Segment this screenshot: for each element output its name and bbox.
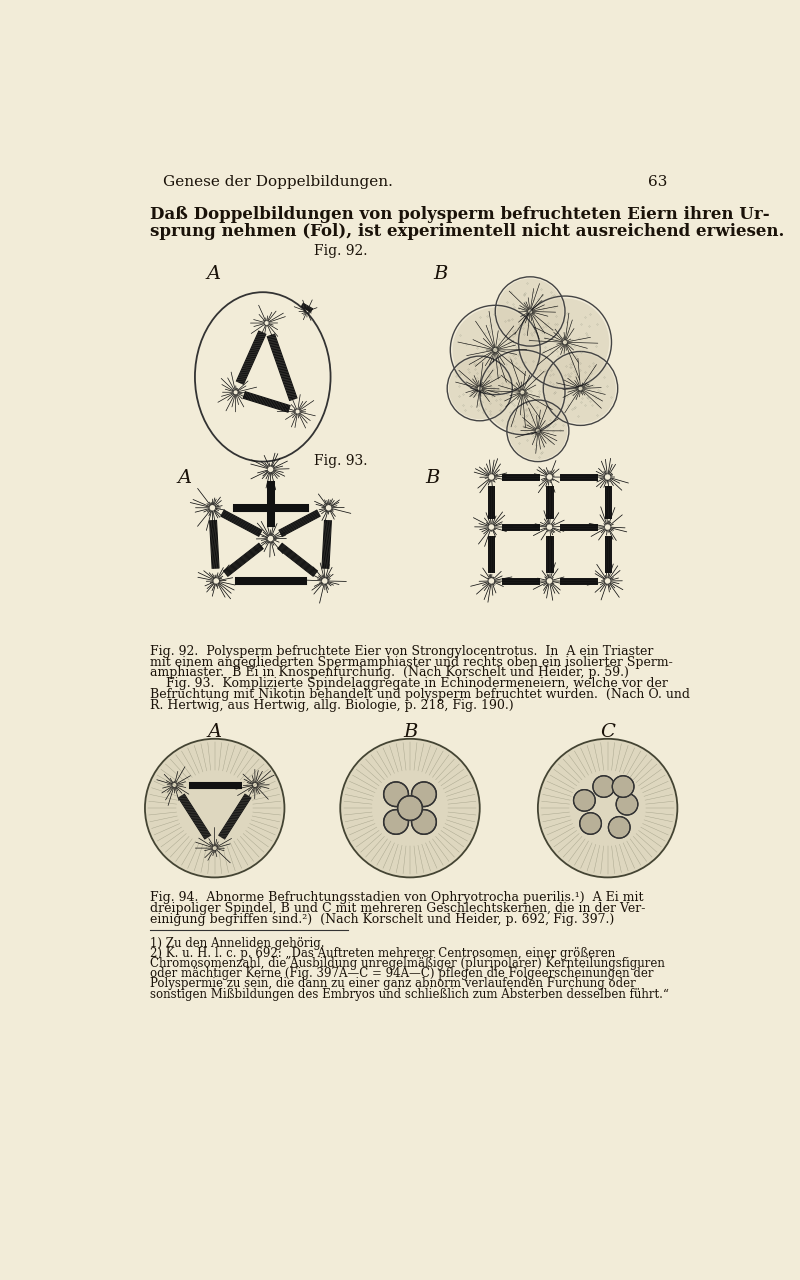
Text: sprung nehmen (Fol), ist experimentell nicht ausreichend erwiesen.: sprung nehmen (Fol), ist experimentell n… bbox=[150, 223, 785, 239]
Circle shape bbox=[411, 810, 436, 835]
Text: 63: 63 bbox=[648, 175, 668, 189]
Text: Fig. 93.  Komplizierte Spindelaggregate in Echinodermeneiern, welche vor der: Fig. 93. Komplizierte Spindelaggregate i… bbox=[166, 677, 668, 690]
Circle shape bbox=[616, 794, 638, 815]
Text: Polyspermie zu sein, die dann zu einer ganz abnorm verlaufenden Furchung oder: Polyspermie zu sein, die dann zu einer g… bbox=[150, 978, 636, 991]
Circle shape bbox=[574, 790, 595, 812]
Circle shape bbox=[612, 776, 634, 797]
Text: dreipoliger Spindel, B und C mit mehreren Geschlechtskernen, die in der Ver-: dreipoliger Spindel, B und C mit mehrere… bbox=[150, 902, 646, 915]
Circle shape bbox=[449, 357, 510, 419]
Circle shape bbox=[593, 776, 614, 797]
Circle shape bbox=[340, 739, 480, 877]
Text: amphiaster.  B Ei in Knospenfurchung.  (Nach Korschelt und Heider, p. 59.): amphiaster. B Ei in Knospenfurchung. (Na… bbox=[150, 667, 630, 680]
Circle shape bbox=[538, 739, 678, 877]
Circle shape bbox=[521, 298, 609, 387]
Circle shape bbox=[384, 782, 409, 806]
Circle shape bbox=[482, 352, 563, 433]
Text: Fig. 92.  Polysperm befruchtete Eier von Strongylocentrotus.  In  A ein Triaster: Fig. 92. Polysperm befruchtete Eier von … bbox=[150, 645, 654, 658]
Text: Daß Doppelbildungen von polysperm befruchteten Eiern ihren Ur-: Daß Doppelbildungen von polysperm befruc… bbox=[150, 206, 770, 223]
Circle shape bbox=[497, 279, 563, 344]
Text: 2) K. u. H. l. c. p. 692: „Das Auftreten mehrerer Centrosomen, einer größeren: 2) K. u. H. l. c. p. 692: „Das Auftreten… bbox=[150, 947, 616, 960]
Text: Genese der Doppelbildungen.: Genese der Doppelbildungen. bbox=[163, 175, 393, 189]
Text: A: A bbox=[207, 265, 221, 283]
Text: Fig. 92.: Fig. 92. bbox=[314, 244, 367, 259]
Circle shape bbox=[608, 817, 630, 838]
Text: Chromosomenzahl, die Ausbildung unregelmäßiger (pluripolarer) Kernteilungsfigure: Chromosomenzahl, die Ausbildung unregelm… bbox=[150, 957, 666, 970]
Text: mit einem angegliederten Spermamphiaster und rechts oben ein isolierter Sperm-: mit einem angegliederten Spermamphiaster… bbox=[150, 655, 673, 668]
Text: B: B bbox=[403, 723, 417, 741]
Text: A: A bbox=[208, 723, 222, 741]
Circle shape bbox=[509, 402, 567, 460]
Circle shape bbox=[384, 810, 409, 835]
Text: 1) Zu den Anneliden gehörig.: 1) Zu den Anneliden gehörig. bbox=[150, 937, 325, 951]
Circle shape bbox=[398, 796, 422, 820]
Text: Fig. 94.  Abnorme Befruchtungsstadien von Ophryotrocha puerilis.¹)  A Ei mit: Fig. 94. Abnorme Befruchtungsstadien von… bbox=[150, 891, 644, 904]
Circle shape bbox=[411, 782, 436, 806]
Text: C: C bbox=[600, 723, 615, 741]
Circle shape bbox=[580, 813, 602, 835]
Circle shape bbox=[453, 307, 538, 393]
Circle shape bbox=[545, 353, 616, 424]
Text: B: B bbox=[426, 470, 440, 488]
Text: A: A bbox=[178, 470, 192, 488]
Text: R. Hertwig, aus Hertwig, allg. Biologie, p. 218, Fig. 190.): R. Hertwig, aus Hertwig, allg. Biologie,… bbox=[150, 699, 514, 712]
Text: Fig. 93.: Fig. 93. bbox=[314, 454, 367, 468]
Circle shape bbox=[145, 739, 285, 877]
Text: B: B bbox=[434, 265, 448, 283]
Text: sonstigen Mißbildungen des Embryos und schließlich zum Absterben desselben führt: sonstigen Mißbildungen des Embryos und s… bbox=[150, 987, 670, 1001]
Text: oder mächtiger Kerne (Fig. 397A—C = 94A—C) pflegen die Folgeerscheinungen der: oder mächtiger Kerne (Fig. 397A—C = 94A—… bbox=[150, 968, 654, 980]
Text: einigung begriffen sind.²)  (Nach Korschelt und Heider, p. 692, Fig. 397.): einigung begriffen sind.²) (Nach Korsche… bbox=[150, 913, 614, 925]
Text: Befruchtung mit Nikotin behandelt und polysperm befruchtet wurden.  (Nach O. und: Befruchtung mit Nikotin behandelt und po… bbox=[150, 687, 690, 701]
